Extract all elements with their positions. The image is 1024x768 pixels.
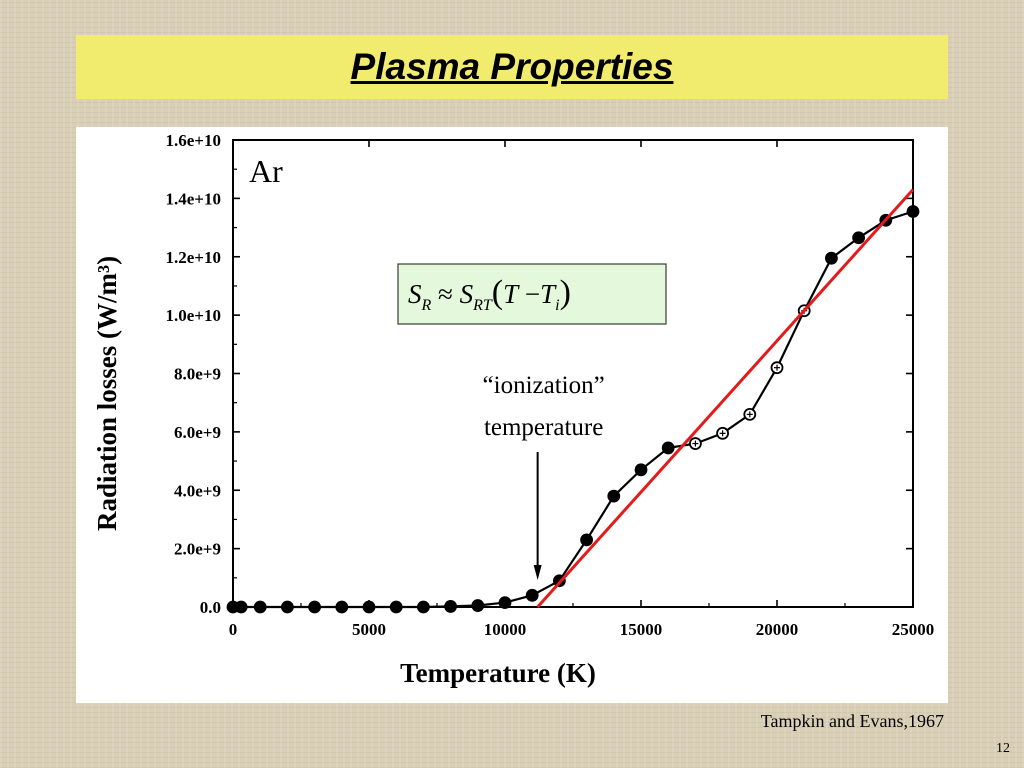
slide-title: Plasma Properties [350, 46, 674, 87]
data-point [362, 600, 376, 614]
formula-box [397, 263, 667, 325]
y-tick-label: 4.0e+9 [174, 481, 221, 500]
radiation-loss-chart: Temperature (K) Radiation losses (W/m³) 0… [92, 131, 935, 688]
formula-t: T [503, 279, 520, 309]
data-point [825, 251, 838, 265]
data-point [580, 533, 594, 547]
formula-s: S [408, 279, 422, 309]
linear-fit-line [536, 188, 915, 609]
x-tick-label: 25000 [892, 620, 935, 639]
y-tick-label: 1.6e+10 [166, 131, 221, 150]
data-point [661, 441, 675, 455]
data-point [416, 600, 430, 614]
data-point [906, 205, 920, 218]
formula-sub-r: R [421, 297, 432, 314]
arrow-label-line1: “ionization” [483, 372, 605, 399]
x-tick-label: 5000 [352, 620, 386, 639]
chart-panel: Temperature (K) Radiation losses (W/m³) 0… [76, 127, 948, 703]
formula-minus: − [518, 279, 540, 309]
title-bar: Plasma Properties [76, 35, 948, 99]
data-point [525, 588, 539, 602]
formula-lparen: ( [492, 274, 503, 311]
y-tick-label: 6.0e+9 [174, 423, 221, 442]
formula-s2: S [460, 279, 474, 309]
formula-t2: T [540, 279, 557, 309]
x-tick-label: 0 [229, 620, 238, 639]
formula-approx: ≈ [431, 279, 459, 309]
data-point [335, 600, 349, 614]
data-point [234, 600, 248, 614]
y-tick-label: 1.0e+10 [166, 306, 221, 325]
citation: Tampkin and Evans,1967 [760, 711, 944, 731]
data-point [444, 600, 458, 613]
data-point [253, 600, 267, 614]
data-point [607, 489, 621, 503]
arrow-label-line2: temperature [484, 414, 603, 441]
x-tick-label: 20000 [756, 620, 799, 639]
x-tick-label: 10000 [484, 620, 527, 639]
y-tick-label: 0.0 [200, 598, 221, 617]
data-point [852, 231, 865, 245]
species-label: Ar [249, 153, 283, 189]
data-point [389, 600, 403, 614]
formula-sub-i: i [555, 297, 559, 314]
formula: SR ≈ SRT(T −Ti) [408, 274, 571, 314]
data-point [280, 600, 294, 614]
y-tick-label: 1.2e+10 [166, 248, 221, 267]
y-tick-label: 1.4e+10 [166, 189, 221, 208]
x-tick-label: 15000 [620, 620, 663, 639]
data-point [308, 600, 322, 614]
page-number: 12 [996, 741, 1010, 756]
formula-rparen: ) [560, 274, 571, 311]
y-axis-label: Radiation losses (W/m³) [92, 256, 122, 531]
ticks: 0.0 2.0e+9 4.0e+9 6.0e+9 8.0e+9 1.0e+10 1.2e+1… [166, 131, 935, 639]
series [226, 188, 920, 614]
data-point [471, 599, 485, 612]
y-tick-label: 8.0e+9 [174, 365, 221, 384]
x-axis-label: Temperature (K) [400, 658, 596, 688]
arrow-head [533, 565, 542, 580]
data-point [498, 596, 512, 610]
data-point [634, 463, 648, 477]
formula-sub-rt: RT [472, 297, 493, 314]
y-tick-label: 2.0e+9 [174, 540, 221, 559]
